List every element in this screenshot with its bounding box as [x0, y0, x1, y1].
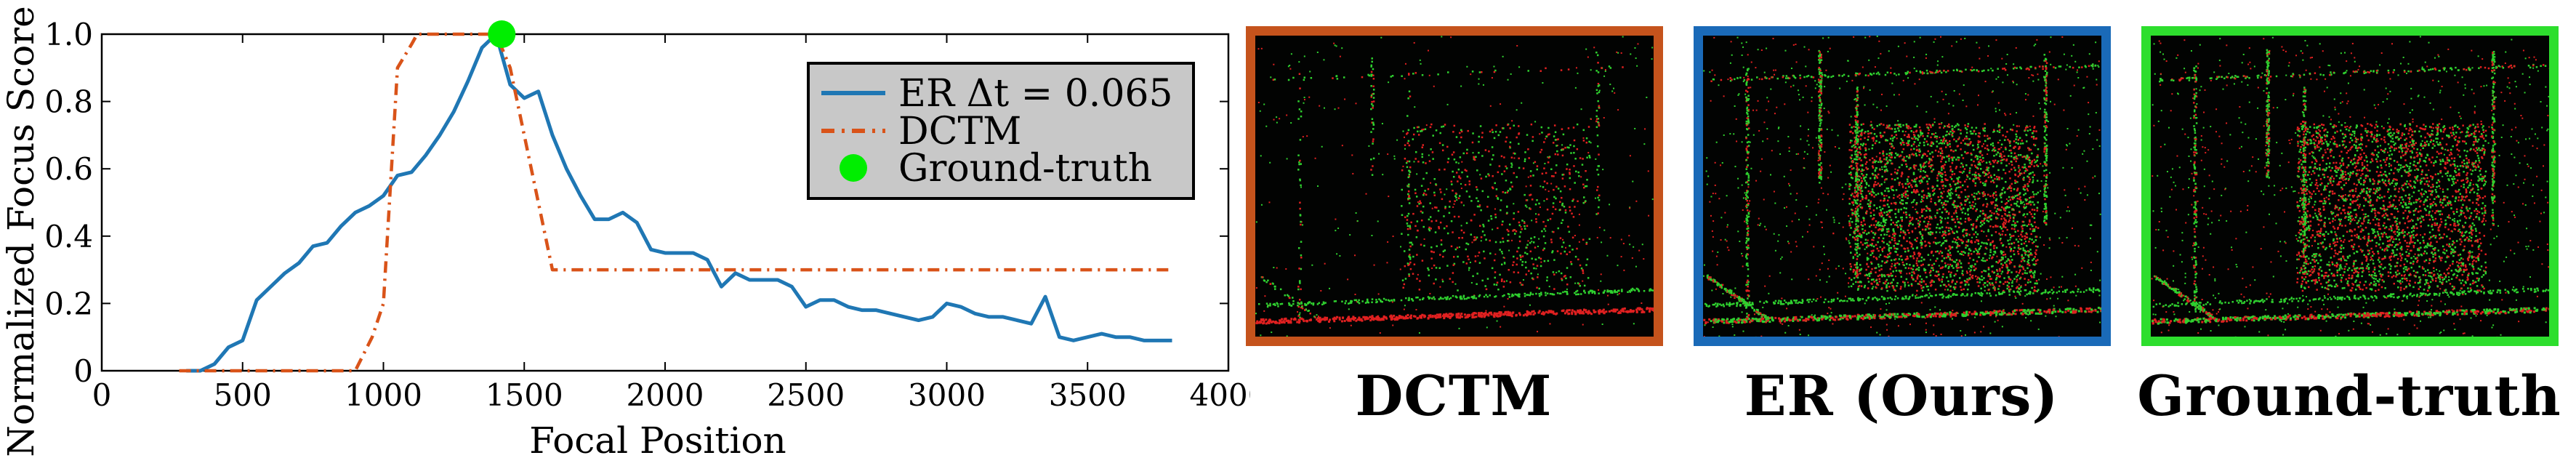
- event-image: [2151, 36, 2549, 337]
- y-tick-label: 0: [73, 353, 93, 389]
- dctm-series-line: [179, 32, 1172, 373]
- x-tick-label: 500: [214, 377, 272, 413]
- ground-truth-event-panel: [2141, 26, 2559, 346]
- x-tick-label: 1500: [486, 377, 563, 413]
- event-image: [1255, 36, 1654, 337]
- legend-label-er: ER Δt = 0.065: [898, 72, 1173, 116]
- ground-truth-point: [488, 20, 516, 48]
- legend-swatch-ground-truth: [840, 154, 867, 182]
- y-tick-label: 0.2: [44, 286, 93, 321]
- legend-label-ground-truth: Ground-truth: [898, 147, 1152, 190]
- ground-truth-caption: Ground-truth: [2137, 363, 2561, 428]
- dctm-caption: DCTM: [1355, 363, 1553, 428]
- er-series-line: [186, 32, 1172, 373]
- er-caption: ER (Ours): [1744, 363, 2059, 428]
- legend: ER Δt = 0.065 DCTM Ground-truth: [807, 62, 1195, 200]
- dctm-event-panel: [1246, 26, 1663, 346]
- y-tick-label: 0.8: [44, 84, 93, 120]
- x-tick-label: 0: [92, 377, 112, 413]
- y-axis-label: Normalized Focus Score: [0, 6, 42, 457]
- series-layer: [179, 20, 1172, 373]
- x-axis-label: Focal Position: [529, 419, 786, 458]
- y-tick-label: 0.6: [44, 151, 93, 187]
- x-tick-label: 3000: [908, 377, 986, 413]
- x-tick-label: 1000: [345, 377, 422, 413]
- x-tick-label: 2500: [767, 377, 845, 413]
- legend-label-dctm: DCTM: [898, 110, 1021, 153]
- x-tick-label: 3500: [1049, 377, 1127, 413]
- x-tick-label: 2000: [627, 377, 704, 413]
- y-tick-label: 0.4: [44, 219, 93, 254]
- y-tick-label: 1.0: [44, 17, 93, 52]
- event-image: [1703, 36, 2101, 337]
- er-event-panel: [1694, 26, 2111, 346]
